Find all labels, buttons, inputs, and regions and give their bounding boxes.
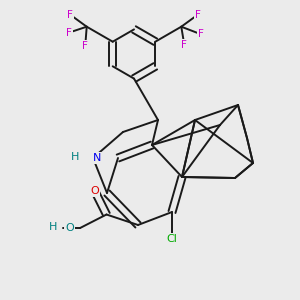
- Text: O: O: [90, 185, 99, 196]
- Text: F: F: [198, 29, 204, 39]
- Text: F: F: [82, 41, 88, 51]
- Text: F: F: [67, 10, 73, 20]
- Text: O: O: [65, 223, 74, 233]
- Text: H: H: [49, 221, 57, 232]
- Text: F: F: [195, 10, 201, 20]
- Text: Cl: Cl: [167, 234, 177, 244]
- Text: N: N: [93, 153, 102, 163]
- Text: H: H: [71, 152, 79, 161]
- Text: F: F: [181, 40, 187, 50]
- Text: F: F: [66, 28, 72, 38]
